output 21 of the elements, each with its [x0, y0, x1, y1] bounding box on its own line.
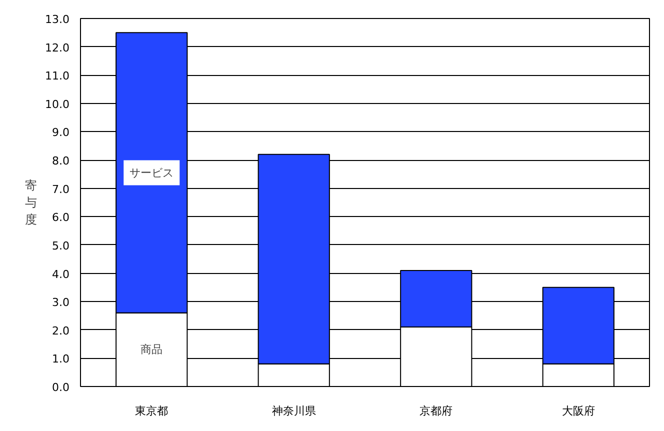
y-tick-label: 11.0 [45, 70, 70, 83]
y-tick-label: 3.0 [52, 296, 70, 310]
y-tick-label: 10.0 [45, 98, 70, 111]
series-label: 商品 [140, 343, 163, 356]
y-tick-label: 1.0 [52, 352, 70, 366]
y-tick-label: 4.0 [52, 268, 70, 281]
y-axis-title: 寄与度 [25, 178, 38, 226]
x-tick-label: 神奈川県 [272, 404, 316, 418]
y-tick-label: 2.0 [52, 324, 70, 338]
y-tick-label: 7.0 [52, 182, 70, 196]
y-tick-label: 9.0 [52, 126, 70, 140]
y-tick-label: 6.0 [52, 211, 70, 224]
y-tick-label: 8.0 [52, 154, 70, 168]
y-tick-label: 0.0 [52, 381, 70, 394]
y-tick-label: 5.0 [52, 239, 70, 252]
y-tick-label: 12.0 [45, 41, 70, 54]
x-tick-label: 京都府 [420, 404, 453, 418]
series-label: サービス [130, 166, 174, 180]
y-tick-label: 13.0 [45, 13, 70, 26]
x-tick-label: 大阪府 [562, 404, 595, 418]
x-tick-label: 東京都 [135, 404, 168, 418]
